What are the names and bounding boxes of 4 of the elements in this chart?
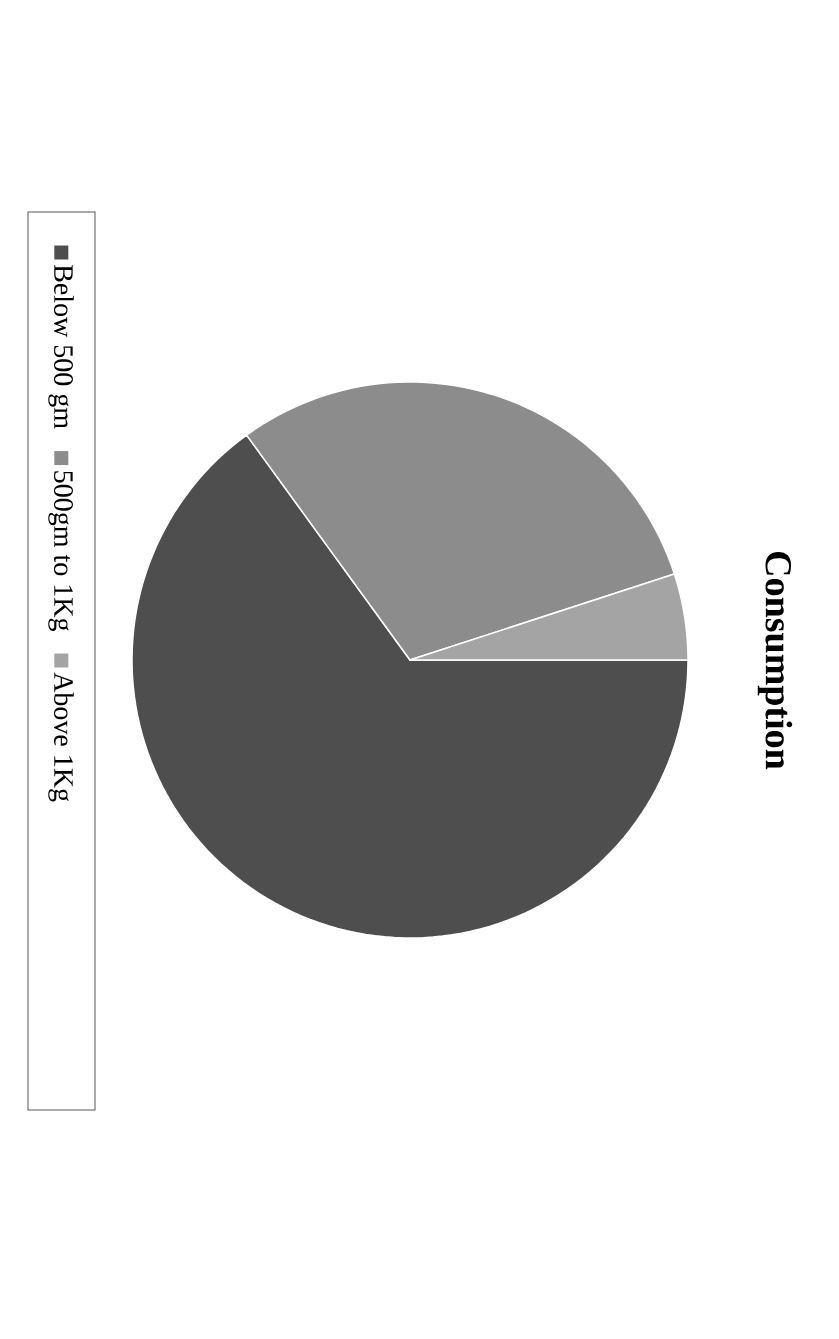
legend-label: Above 1Kg: [48, 672, 74, 802]
legend-label: Below 500 gm: [48, 264, 74, 429]
text: Consumption: [757, 552, 793, 770]
legend-label: 500gm to 1Kg: [48, 471, 73, 631]
